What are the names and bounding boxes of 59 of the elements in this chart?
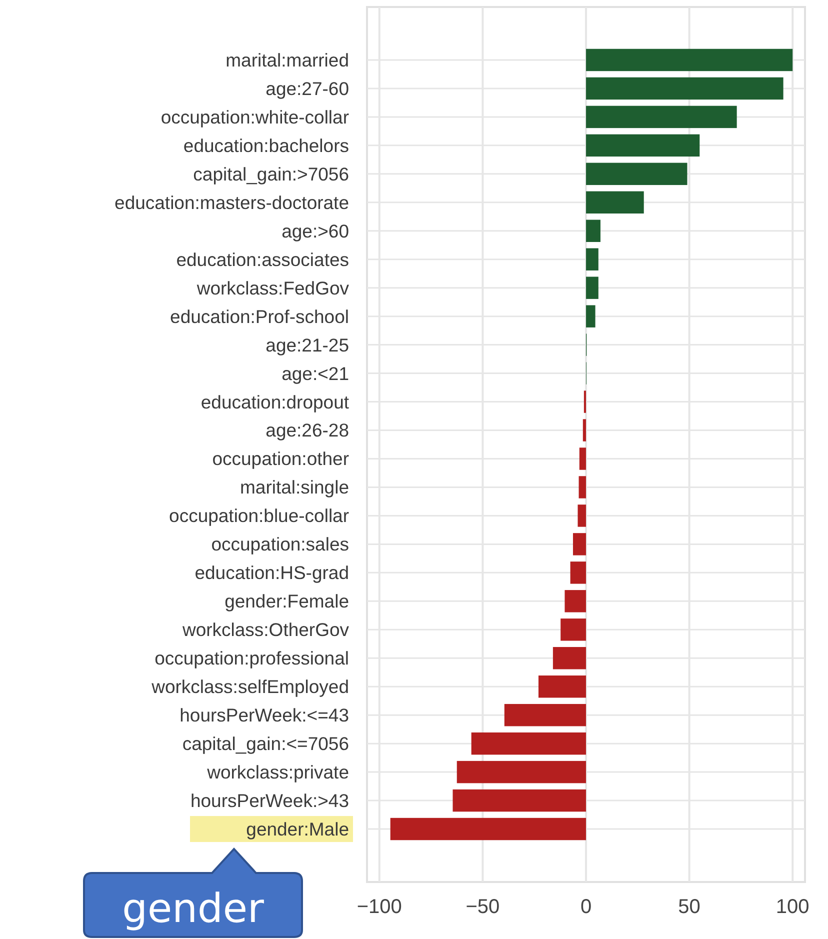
x-tick-label: 100 [776,896,810,918]
bar [538,676,586,698]
bar [471,732,586,755]
bar [560,618,586,641]
bar [390,818,586,840]
y-tick-label: gender:Male [246,818,349,840]
y-tick-label: workclass:FedGov [196,277,350,298]
y-tick-label: education:bachelors [183,134,349,156]
bar [586,48,793,72]
bar [586,106,737,128]
bar [579,448,586,470]
bar [582,419,586,442]
bar [586,134,700,157]
y-tick-label: age:26-28 [266,420,349,441]
y-tick-label: occupation:other [212,448,349,470]
bar [586,77,784,100]
text: gender [122,886,264,932]
y-tick-label: occupation:sales [211,534,349,555]
bar [564,590,586,612]
bar [578,504,586,527]
y-tick-label: occupation:professional [154,648,349,669]
y-tick-label: hoursPerWeek:>43 [190,790,349,812]
y-tick-label: marital:single [240,476,349,498]
x-tick-label: −100 [356,896,402,918]
bar [586,305,596,328]
y-tick-label: workclass:OtherGov [181,619,350,640]
y-tick-label: hoursPerWeek:<=43 [180,704,349,726]
bar [504,704,586,726]
y-tick-label: marital:married [226,49,349,70]
bar [586,191,644,214]
y-tick-label: education:masters-doctorate [114,192,349,213]
bar [586,276,598,299]
y-tick-label: age:<21 [282,362,349,384]
bar [586,248,598,270]
y-tick-label: workclass:private [206,762,349,783]
bar [572,533,586,556]
bar [570,562,586,584]
y-tick-label: education:Prof-school [170,306,349,327]
y-tick-label: capital_gain:<=7056 [182,733,349,754]
y-tick-label: occupation:blue-collar [169,505,349,526]
bar [586,220,600,242]
x-tick-label: 0 [580,896,592,918]
y-tick-label: capital_gain:>7056 [193,163,349,184]
bar [452,789,586,812]
y-tick-label: education:dropout [200,391,349,412]
x-tick-label: 50 [678,896,700,918]
y-tick-label: education:associates [176,248,349,270]
y-tick-label: age:>60 [282,220,349,242]
bar [578,476,586,498]
y-tick-label: education:HS-grad [194,562,349,584]
y-tick-label: gender:Female [224,590,349,612]
y-tick-label: workclass:selfEmployed [150,676,349,698]
y-tick-label: age:27-60 [266,78,349,99]
y-tick-label: occupation:white-collar [160,106,349,128]
bar [586,162,688,186]
bar [552,647,586,670]
bar [456,760,586,784]
x-tick-label: −50 [466,896,500,918]
y-tick-label: age:21-25 [266,334,349,356]
